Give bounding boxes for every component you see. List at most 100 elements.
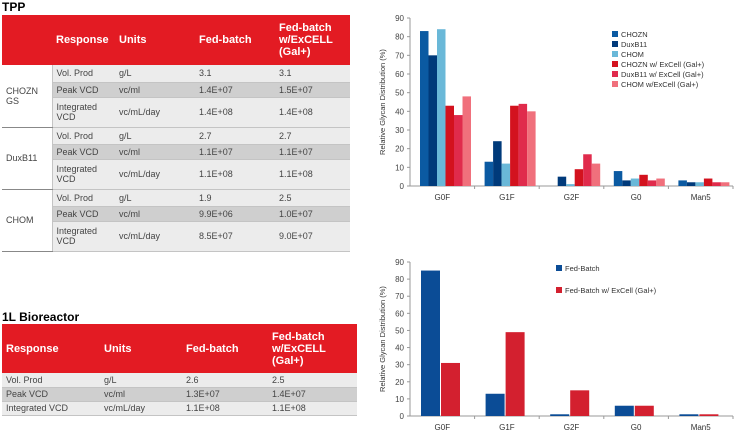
y-tick-label: 90 bbox=[395, 258, 404, 267]
col-header-response: Response bbox=[52, 15, 115, 65]
table-row: Peak VCD vc/ml 1.3E+07 1.4E+07 bbox=[2, 387, 357, 402]
table-row: Vol. Prod g/L 2.6 2.5 bbox=[2, 373, 357, 388]
cell-units: g/L bbox=[115, 189, 195, 207]
x-tick-label: Man5 bbox=[691, 423, 712, 432]
bar-G1F-4 bbox=[518, 103, 528, 186]
tpp-title: TPP bbox=[2, 0, 26, 14]
bar-G0-5 bbox=[656, 178, 665, 186]
col-header-fed-batch-excell: Fed-batch w/ExCELL (Gal+) bbox=[268, 324, 357, 373]
bar-Man5-1 bbox=[699, 414, 719, 416]
y-tick-label: 0 bbox=[400, 412, 405, 421]
cell-units: vc/ml bbox=[115, 206, 195, 222]
legend-label: Fed-Batch bbox=[565, 264, 600, 273]
glycan-chart-tpp: 0 10 20 30 40 50 60 70 80 90 Relative Glycan Distr… bbox=[378, 14, 734, 202]
y-tick-label: 80 bbox=[395, 33, 404, 42]
bar-G0F-0 bbox=[420, 31, 429, 186]
y-tick-label: 30 bbox=[395, 361, 404, 370]
cell-fed-batch: 2.6 bbox=[182, 373, 268, 388]
cell-fed-batch-excell: 1.5E+07 bbox=[275, 82, 350, 98]
y-tick-label: 10 bbox=[395, 163, 404, 172]
group-label: CHOM bbox=[2, 189, 53, 252]
cell-fed-batch: 9.9E+06 bbox=[195, 206, 275, 222]
table-row: DuxB11 Vol. Prod g/L 2.7 2.7 bbox=[2, 127, 350, 190]
cell-fed-batch-excell: 1.1E+08 bbox=[275, 159, 350, 190]
cell-units: vc/ml bbox=[115, 82, 195, 98]
legend-label: CHOM bbox=[621, 50, 644, 59]
y-tick-label: 80 bbox=[395, 275, 404, 284]
cell-response: Integrated VCD bbox=[52, 97, 115, 128]
bar-G0F-0 bbox=[421, 270, 440, 416]
cell-response: Peak VCD bbox=[52, 144, 115, 160]
legend-swatch bbox=[612, 61, 618, 67]
y-tick-label: 50 bbox=[395, 89, 404, 98]
table-row: CHOM Vol. Prod g/L 1.9 2.5 bbox=[2, 189, 350, 252]
cell-units: vc/mL/day bbox=[100, 401, 182, 416]
cell-fed-batch: 1.1E+08 bbox=[182, 401, 268, 416]
bar-G1F-1 bbox=[505, 332, 525, 416]
bioreactor-table: Response Units Fed-batch Fed-batch w/ExC… bbox=[2, 324, 357, 416]
y-tick-label: 20 bbox=[395, 145, 404, 154]
cell-fed-batch: 1.1E+07 bbox=[195, 144, 275, 160]
cell-units: vc/ml bbox=[100, 387, 182, 402]
bar-G0-2 bbox=[630, 178, 640, 186]
y-tick-label: 60 bbox=[395, 309, 404, 318]
bar-G0-0 bbox=[613, 171, 623, 186]
col-header-response: Response bbox=[2, 324, 100, 373]
x-tick-label: G0F bbox=[435, 193, 451, 202]
col-header-units: Units bbox=[115, 15, 195, 65]
bar-Man5-2 bbox=[695, 182, 704, 186]
y-tick-label: 50 bbox=[395, 326, 404, 335]
cell-fed-batch-excell: 1.1E+07 bbox=[275, 144, 350, 160]
bar-G1F-0 bbox=[484, 161, 494, 186]
bioreactor-title: 1L Bioreactor bbox=[2, 310, 80, 324]
legend-swatch bbox=[556, 265, 562, 271]
bar-G0-0 bbox=[614, 405, 634, 416]
x-tick-label: G1F bbox=[499, 193, 515, 202]
cell-units: vc/ml bbox=[115, 144, 195, 160]
y-tick-label: 70 bbox=[395, 51, 404, 60]
cell-fed-batch: 8.5E+07 bbox=[195, 221, 275, 252]
cell-fed-batch-excell: 9.0E+07 bbox=[275, 221, 350, 252]
cell-units: g/L bbox=[115, 127, 195, 145]
cell-response: Peak VCD bbox=[52, 82, 115, 98]
y-tick-label: 60 bbox=[395, 70, 404, 79]
cell-fed-batch-excell: 1.4E+08 bbox=[275, 97, 350, 128]
cell-fed-batch: 1.9 bbox=[195, 189, 275, 207]
bar-Man5-0 bbox=[678, 180, 687, 186]
cell-fed-batch: 3.1 bbox=[195, 65, 275, 83]
bar-G0F-4 bbox=[454, 115, 463, 186]
bar-G0F-3 bbox=[445, 105, 454, 186]
y-tick-label: 20 bbox=[395, 378, 404, 387]
cell-fed-batch-excell: 1.1E+08 bbox=[268, 401, 357, 416]
cell-fed-batch-excell: 2.5 bbox=[268, 373, 357, 388]
y-tick-label: 70 bbox=[395, 292, 404, 301]
legend-label: DuxB11 bbox=[621, 40, 647, 49]
cell-response: Vol. Prod bbox=[52, 127, 115, 145]
bioreactor-header-row: Response Units Fed-batch Fed-batch w/ExC… bbox=[2, 324, 357, 373]
bar-G0-3 bbox=[639, 174, 648, 186]
cell-response: Peak VCD bbox=[2, 387, 100, 402]
x-tick-label: Man5 bbox=[691, 193, 712, 202]
bar-Man5-3 bbox=[703, 178, 713, 186]
cell-units: vc/mL/day bbox=[115, 221, 195, 252]
cell-fed-batch: 1.4E+07 bbox=[195, 82, 275, 98]
cell-response: Vol. Prod bbox=[52, 189, 115, 207]
bar-Man5-4 bbox=[712, 182, 721, 186]
cell-fed-batch-excell: 3.1 bbox=[275, 65, 350, 83]
legend-label: CHOM w/ExCell (Gal+) bbox=[621, 80, 699, 89]
x-tick-label: G1F bbox=[499, 423, 515, 432]
bar-G1F-2 bbox=[501, 163, 511, 186]
y-tick-label: 0 bbox=[400, 182, 405, 191]
table-row: Integrated VCD vc/mL/day 1.1E+08 1.1E+08 bbox=[2, 401, 357, 416]
legend-label: Fed-Batch w/ ExCell (Gal+) bbox=[565, 286, 657, 295]
y-axis-label: Relative Glycan Distribution (%) bbox=[378, 49, 387, 155]
x-tick-label: G0 bbox=[631, 193, 642, 202]
bar-Man5-0 bbox=[679, 414, 699, 416]
legend-label: DuxB11 w/ ExCell (Gal+) bbox=[621, 70, 704, 79]
cell-fed-batch: 2.7 bbox=[195, 127, 275, 145]
cell-units: vc/mL/day bbox=[115, 159, 195, 190]
x-tick-label: G2F bbox=[564, 193, 580, 202]
y-tick-label: 90 bbox=[395, 14, 404, 23]
cell-response: Integrated VCD bbox=[52, 221, 115, 252]
legend-label: CHOZN w/ ExCell (Gal+) bbox=[621, 60, 705, 69]
